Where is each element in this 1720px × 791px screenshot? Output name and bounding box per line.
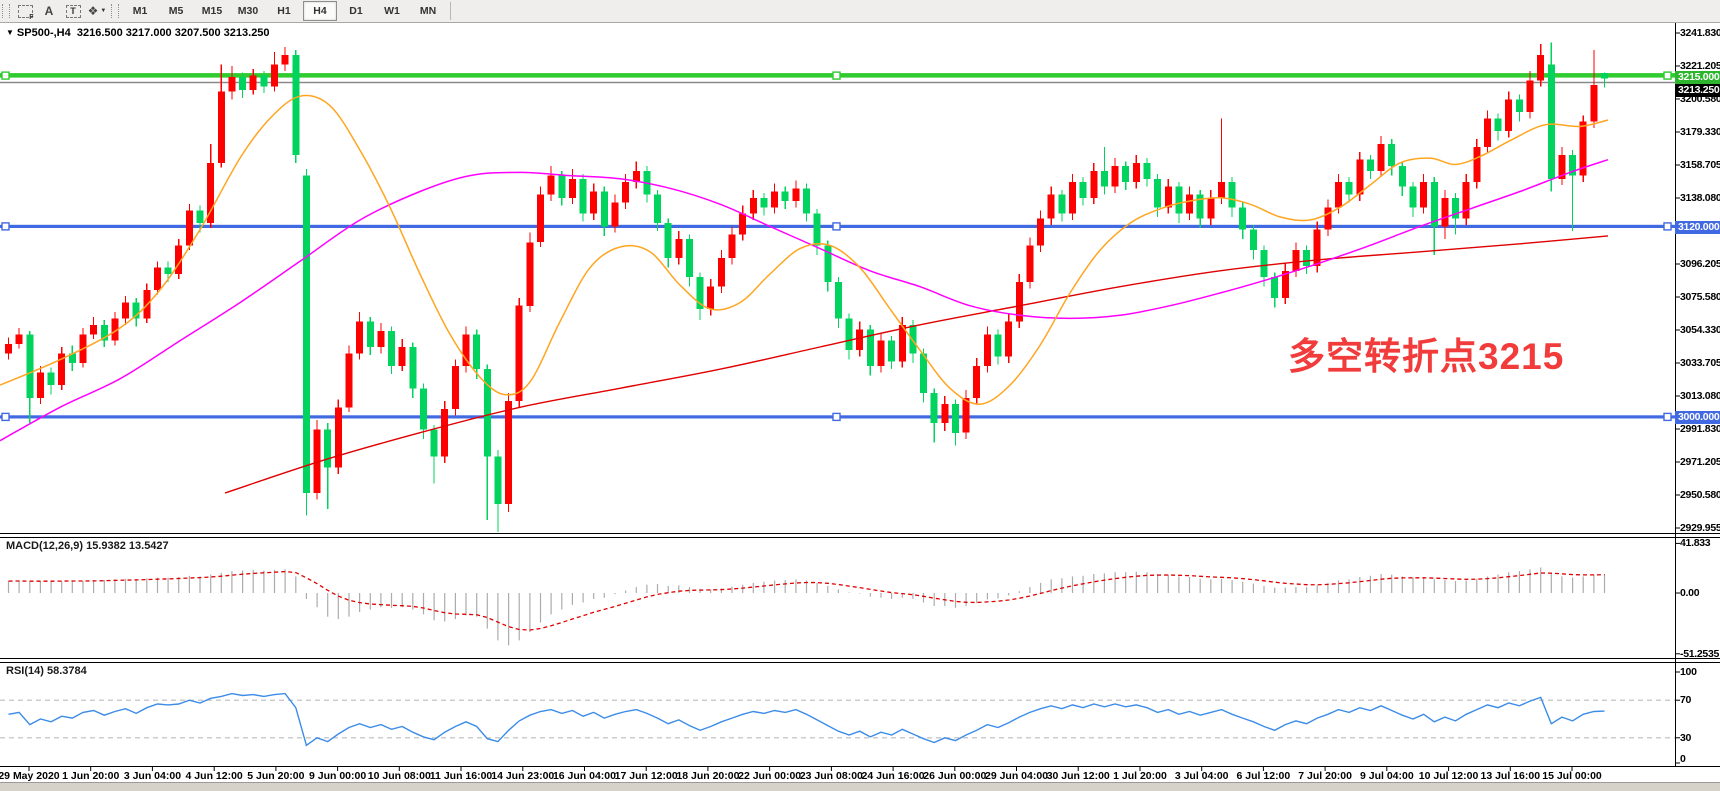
macd-signal-line: [8, 570, 1605, 631]
timeframe-button-h1[interactable]: H1: [277, 5, 291, 17]
ma-fast-line: [0, 94, 1609, 405]
toolbar: F A T ❖ ▼ M1 M5 M15 M30 H1 H4 D1 W1 MN: [0, 0, 1720, 23]
cursor-mode-icon[interactable]: ❖ ▼: [87, 4, 107, 18]
text-label-icon[interactable]: A: [44, 4, 54, 18]
line-handle[interactable]: [1, 222, 10, 231]
timeframe-button-d1[interactable]: D1: [349, 5, 363, 17]
toolbar-grip[interactable]: [2, 4, 10, 18]
line-handle[interactable]: [1, 71, 10, 80]
timeframe-button-h4[interactable]: H4: [303, 1, 337, 21]
window-bottom-strip: [0, 782, 1720, 791]
crosshair-frame-icon[interactable]: F: [14, 2, 36, 21]
line-handle[interactable]: [1, 412, 10, 422]
toolbar-separator: [450, 2, 451, 20]
line-handle[interactable]: [1663, 412, 1672, 422]
line-handle[interactable]: [832, 222, 841, 231]
line-handle[interactable]: [832, 412, 841, 422]
timeframe-button-group: M1 M5 M15 M30 H1 H4 D1 W1 MN: [122, 1, 446, 21]
timeframe-button-m5[interactable]: M5: [168, 5, 184, 17]
dropdown-caret-icon[interactable]: ▼: [100, 8, 107, 14]
timeframe-button-w1[interactable]: W1: [384, 5, 400, 17]
timeframe-button-m30[interactable]: M30: [237, 5, 259, 17]
timeframe-button-m1[interactable]: M1: [132, 5, 148, 17]
toolbar-grip-2[interactable]: [111, 4, 119, 18]
text-box-icon[interactable]: T: [62, 2, 84, 20]
ma-mid-line: [0, 158, 1609, 442]
timeframe-button-mn[interactable]: MN: [419, 5, 437, 17]
rsi-line: [8, 692, 1605, 747]
line-handle[interactable]: [1663, 222, 1672, 231]
ma-slow-line: [224, 235, 1609, 494]
line-handle[interactable]: [1663, 71, 1672, 80]
line-handle[interactable]: [832, 71, 841, 80]
timeframe-button-m15[interactable]: M15: [201, 5, 223, 17]
